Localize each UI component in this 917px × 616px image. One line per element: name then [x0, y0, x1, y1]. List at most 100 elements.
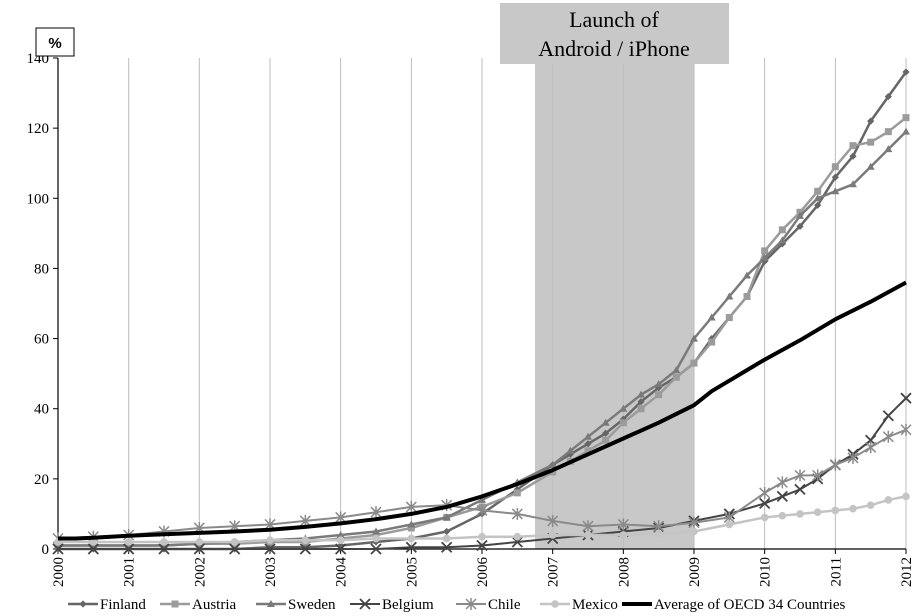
- data-point: [407, 520, 416, 528]
- data-point: [849, 180, 857, 188]
- data-point: [849, 504, 857, 513]
- series-5: [54, 492, 910, 546]
- y-tick-label: 120: [27, 121, 50, 137]
- annotation-band: [535, 58, 694, 549]
- x-tick-label: 2004: [334, 557, 350, 588]
- data-point: [548, 460, 557, 468]
- data-point: [89, 538, 98, 546]
- data-point: [708, 338, 716, 346]
- series-lines: [52, 68, 912, 555]
- data-point: [584, 432, 592, 440]
- data-point: [761, 247, 769, 255]
- data-point: [637, 390, 645, 398]
- data-point: [902, 492, 910, 501]
- legend-marker: [359, 598, 371, 610]
- data-point: [407, 534, 416, 543]
- data-point: [882, 430, 894, 443]
- data-point: [442, 513, 451, 521]
- y-tick-label: 40: [34, 402, 49, 418]
- data-point: [866, 501, 875, 509]
- data-point: [812, 469, 824, 482]
- data-point: [158, 543, 170, 555]
- data-point: [511, 507, 523, 520]
- legend: Finland Austria Sweden Belgium Chile Mexico Av…: [68, 597, 846, 613]
- data-point: [335, 543, 347, 555]
- x-tick-label: 2008: [616, 557, 632, 587]
- data-point: [372, 534, 380, 543]
- data-point: [654, 380, 663, 388]
- series-6: [58, 280, 907, 541]
- data-point: [619, 531, 628, 539]
- legend-label: Sweden: [288, 597, 336, 613]
- data-point: [230, 538, 239, 546]
- data-point: [847, 451, 859, 464]
- data-point: [266, 536, 274, 545]
- data-point: [405, 541, 417, 553]
- data-point: [829, 458, 841, 471]
- data-point: [849, 152, 857, 160]
- x-tick-label: 2007: [546, 557, 562, 588]
- data-point: [407, 524, 415, 532]
- data-point: [476, 504, 488, 517]
- data-point: [336, 536, 345, 545]
- data-point: [902, 127, 910, 135]
- legend-label: Chile: [488, 597, 521, 613]
- data-point: [370, 506, 382, 519]
- data-point: [654, 529, 663, 538]
- x-tick-label: 2001: [122, 557, 138, 587]
- data-point: [584, 440, 592, 448]
- data-point: [778, 236, 787, 244]
- data-point: [743, 292, 751, 300]
- data-point: [637, 398, 645, 406]
- data-point: [548, 531, 557, 539]
- data-point: [443, 527, 451, 536]
- x-tick-label: 2006: [475, 557, 491, 588]
- data-point: [513, 532, 522, 541]
- data-point: [900, 423, 912, 436]
- data-point: [725, 520, 734, 529]
- data-point: [602, 429, 610, 437]
- data-point: [582, 520, 594, 533]
- data-point: [547, 514, 559, 527]
- legend-marker: [267, 600, 275, 607]
- data-point: [123, 543, 135, 555]
- data-point: [617, 518, 629, 531]
- x-tick-label: 2011: [828, 557, 844, 586]
- data-point: [707, 313, 716, 321]
- data-point: [796, 510, 804, 518]
- data-point: [160, 538, 168, 546]
- data-point: [776, 490, 788, 503]
- legend-label: Belgium: [382, 597, 434, 613]
- legend-label: Mexico: [572, 597, 618, 613]
- data-point: [264, 543, 276, 555]
- x-tick-label: 2000: [51, 557, 67, 587]
- data-point: [865, 441, 877, 454]
- x-tick-label: 2002: [192, 557, 208, 587]
- data-point: [566, 446, 575, 454]
- data-point: [900, 392, 912, 404]
- data-point: [884, 145, 893, 153]
- annotation-line-1: Launch of: [569, 7, 659, 32]
- data-point: [866, 162, 875, 170]
- data-point: [796, 222, 804, 230]
- data-point: [193, 543, 205, 555]
- data-point: [336, 530, 345, 538]
- y-tick-label: 60: [34, 332, 49, 348]
- data-point: [478, 495, 486, 503]
- data-point: [87, 543, 99, 555]
- data-point: [372, 527, 380, 535]
- data-point: [884, 496, 893, 504]
- data-point: [760, 513, 769, 522]
- data-point: [478, 532, 486, 541]
- data-point: [867, 117, 875, 125]
- data-point: [831, 163, 839, 171]
- data-point: [902, 114, 910, 122]
- data-point: [813, 194, 822, 202]
- data-point: [405, 500, 417, 513]
- data-point: [813, 508, 822, 516]
- y-unit-label: %: [48, 35, 61, 52]
- data-point: [370, 543, 382, 555]
- data-point: [619, 404, 628, 412]
